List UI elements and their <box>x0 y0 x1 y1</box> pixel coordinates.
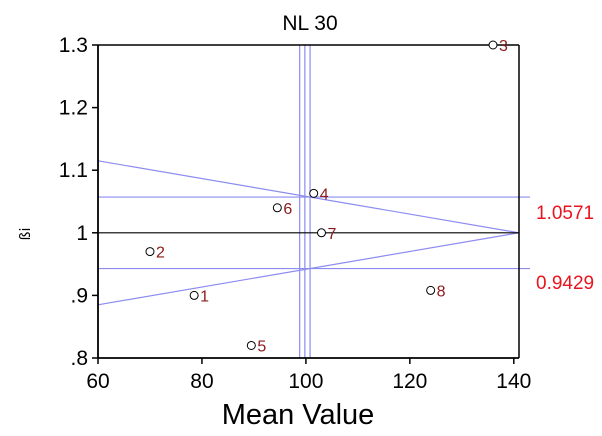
data-point <box>488 40 498 50</box>
data-point <box>189 290 199 300</box>
x-tick-label: 120 <box>392 370 427 393</box>
point-label: 4 <box>320 186 329 203</box>
y-tick-label: 1.3 <box>59 34 88 57</box>
y-tick-label: 1.1 <box>59 159 88 182</box>
point-label: 8 <box>437 283 446 300</box>
y-tick-label: 1.2 <box>59 97 88 120</box>
y-tick-label: .8 <box>70 347 88 370</box>
x-axis-label: Mean Value <box>222 399 375 431</box>
y-tick-label: 1 <box>76 222 88 245</box>
y-tick-label: .9 <box>70 284 88 307</box>
data-point <box>272 203 282 213</box>
plot-area: 60 80 100 120 140 1.3 1.2 1.1 1 .9 .8 1 2 3 4 5 6 7 8 <box>59 34 532 393</box>
point-label: 6 <box>283 201 292 218</box>
x-tick-label: 80 <box>190 370 213 393</box>
point-label: 7 <box>327 226 336 243</box>
data-point <box>309 188 319 198</box>
data-point <box>246 340 256 350</box>
upper-limit-label: 1.0571 <box>536 203 594 224</box>
lower-cone-line <box>97 232 520 306</box>
upper-cone-line <box>97 160 520 234</box>
point-label: 5 <box>257 338 266 355</box>
y-axis-label: ßi <box>18 228 34 241</box>
data-point <box>316 228 326 238</box>
point-label: 2 <box>156 245 165 262</box>
point-label: 1 <box>200 288 209 305</box>
x-tick-label: 100 <box>288 370 323 393</box>
lower-limit-label: 0.9429 <box>536 273 594 294</box>
data-point <box>145 247 155 257</box>
x-tick-label: 60 <box>86 370 109 393</box>
point-label: 3 <box>499 38 508 55</box>
data-point <box>426 285 436 295</box>
chart-title: NL 30 <box>282 12 337 35</box>
x-tick-label: 140 <box>496 370 531 393</box>
